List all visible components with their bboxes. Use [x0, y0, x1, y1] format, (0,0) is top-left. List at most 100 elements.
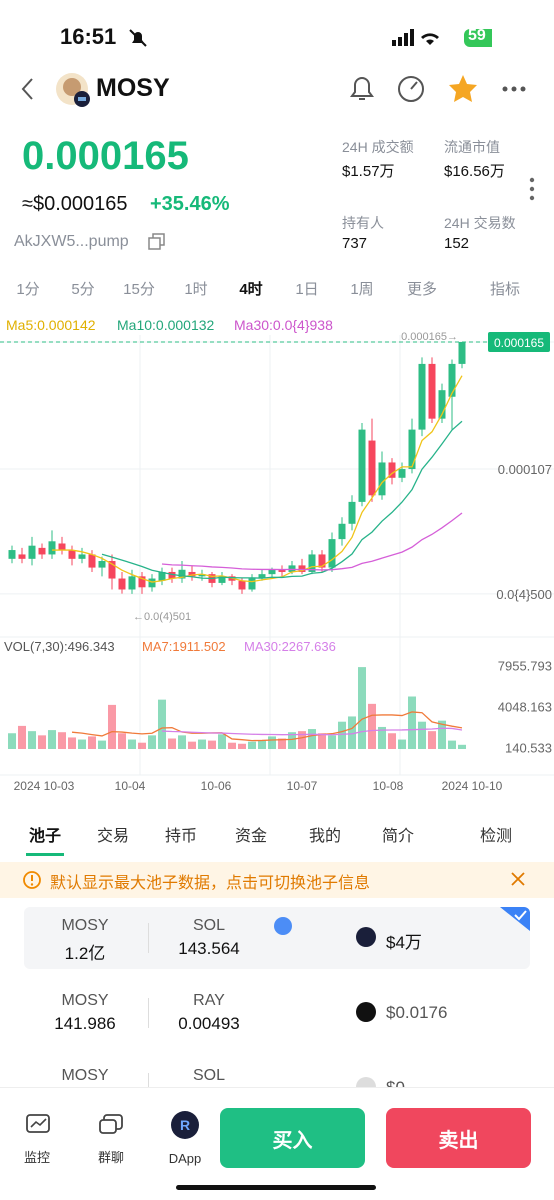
- tab[interactable]: 交易: [96, 828, 130, 845]
- tab[interactable]: 持币: [164, 828, 198, 845]
- monitor-icon[interactable]: [25, 1113, 51, 1137]
- candle-body: [128, 576, 136, 590]
- volume-bar: [118, 733, 126, 749]
- stat-value: $16.56万: [444, 163, 505, 180]
- timeframe-tab[interactable]: 1时: [184, 281, 208, 298]
- volume-bar: [208, 740, 216, 749]
- candle-body: [418, 363, 426, 430]
- tab[interactable]: 池子: [28, 828, 62, 845]
- buy-button[interactable]: 买入: [220, 1108, 365, 1168]
- candle-body: [238, 580, 246, 590]
- candle-body: [8, 550, 16, 559]
- ma30-legend: Ma30:0.0{4}938: [234, 317, 333, 333]
- candle-body: [48, 541, 56, 555]
- timeframe-tab[interactable]: 1周: [350, 281, 374, 298]
- ma10-line: [101, 420, 463, 580]
- tab[interactable]: 检测: [479, 828, 513, 845]
- candle-body: [148, 578, 156, 588]
- price-usd: ≈$0.000165: [22, 193, 128, 215]
- close-notice[interactable]: [510, 871, 526, 887]
- tab[interactable]: 我的: [308, 828, 342, 845]
- timeframe-tab[interactable]: 5分: [71, 281, 95, 298]
- pool-row-selected[interactable]: [24, 907, 530, 969]
- candle-body: [118, 578, 126, 590]
- tab[interactable]: 资金: [234, 828, 268, 845]
- candle-body: [258, 574, 266, 579]
- volume-bar: [448, 740, 456, 749]
- volume-bar: [58, 732, 66, 749]
- candle-body: [98, 561, 106, 568]
- vol-tick-label: 7955.793: [498, 658, 552, 673]
- sell-button[interactable]: 卖出: [386, 1108, 531, 1168]
- token-avatar: [56, 73, 90, 107]
- x-tick-label: 10-06: [201, 779, 232, 793]
- candle-body: [278, 569, 286, 572]
- nav-label[interactable]: 群聊: [97, 1150, 125, 1165]
- volume-bar: [358, 667, 366, 749]
- candle-body: [108, 561, 116, 579]
- timeframe-tab[interactable]: 1日: [295, 281, 319, 298]
- timeframe-tab[interactable]: 更多: [406, 281, 438, 298]
- candle-body: [438, 390, 446, 419]
- timeframe-tab[interactable]: 15分: [123, 281, 155, 298]
- volume-bar: [368, 703, 376, 749]
- pool-quote: SOL: [192, 917, 226, 934]
- high-marker: 0.000165→: [401, 331, 458, 343]
- last-price-label: 0.000165: [494, 336, 544, 350]
- chat-icon[interactable]: [98, 1113, 124, 1137]
- candle-body: [78, 554, 86, 559]
- x-tick-label: 10-04: [115, 779, 146, 793]
- candle-body: [158, 571, 166, 581]
- stat-label: 流通市值: [444, 139, 500, 155]
- kline-chart: 0.000107 0.0{4}500 0.000165 0.000165→ ←0.0(4…: [0, 331, 554, 793]
- pool-liquidity: $0.0176: [386, 1003, 448, 1022]
- tab[interactable]: 简介: [381, 828, 415, 845]
- copy-icon[interactable]: [148, 233, 166, 251]
- header-actions[interactable]: [344, 72, 534, 106]
- token-title: MOSY: [96, 74, 170, 102]
- volume-bar: [338, 721, 346, 749]
- nav-label[interactable]: 监控: [23, 1150, 51, 1165]
- candle-body: [458, 342, 466, 364]
- more-icon[interactable]: [528, 176, 536, 206]
- candle-body: [338, 523, 346, 540]
- candle-body: [88, 554, 96, 568]
- candle-body: [18, 554, 26, 559]
- volume-bar: [298, 731, 306, 749]
- volume-bar: [268, 736, 276, 749]
- back-button[interactable]: [18, 76, 38, 102]
- timeframe-tab[interactable]: 指标: [489, 281, 521, 298]
- nav-label[interactable]: DApp: [168, 1151, 202, 1166]
- volume-bar: [138, 742, 146, 749]
- candle-body: [428, 363, 436, 419]
- status-time: 16:51: [60, 24, 117, 49]
- pool-token: MOSY: [61, 1067, 109, 1084]
- last-price-tag: [488, 332, 550, 353]
- volume-bar: [388, 733, 396, 749]
- pool-quote: RAY: [193, 992, 225, 1009]
- volume-bar: [238, 743, 246, 749]
- timeframe-tab[interactable]: 4时: [239, 281, 263, 298]
- vol-ma30-line: [161, 727, 463, 736]
- volume-bar: [178, 735, 186, 749]
- volume-bar: [258, 740, 266, 749]
- price-change: +35.46%: [150, 193, 230, 215]
- stat-value: 737: [342, 235, 368, 252]
- dapp-icon[interactable]: R: [170, 1110, 200, 1140]
- volume-bar: [418, 721, 426, 749]
- volume-bar: [78, 739, 86, 749]
- candle-body: [198, 574, 206, 577]
- volume-bar: [438, 720, 446, 749]
- candle-body: [218, 576, 226, 583]
- candle-body: [298, 565, 306, 572]
- volume-bar: [38, 735, 46, 749]
- token-address: AkJXW5...pump: [14, 233, 129, 250]
- vol-legend: MA30:2267.636: [244, 639, 336, 654]
- timeframe-tab[interactable]: 1分: [16, 281, 40, 298]
- notice-bar[interactable]: [0, 862, 554, 898]
- price: 0.000165: [22, 134, 189, 178]
- volume-bar: [398, 739, 406, 749]
- battery-level: 59: [468, 27, 486, 44]
- candle-body: [268, 569, 276, 575]
